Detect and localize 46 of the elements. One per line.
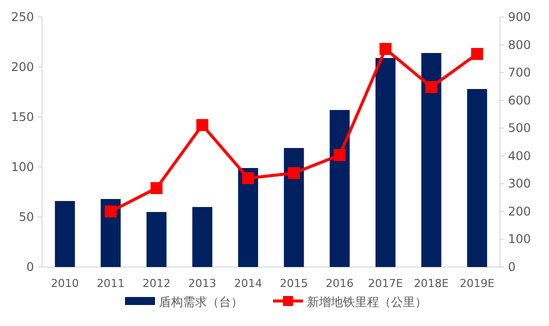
legend-label: 新增地铁里程（公里） bbox=[307, 295, 427, 309]
point bbox=[380, 42, 392, 55]
y-tick-label: 150 bbox=[11, 110, 34, 124]
y2-tick-label: 0 bbox=[508, 260, 516, 274]
bar bbox=[284, 148, 304, 267]
y2-tick-label: 300 bbox=[508, 176, 531, 191]
y-tick-label: 200 bbox=[11, 60, 34, 74]
y-tick-label: 0 bbox=[26, 260, 34, 274]
x-tick-label: 2018E bbox=[414, 277, 449, 290]
bar bbox=[146, 212, 166, 267]
x-tick-label: 2012 bbox=[142, 277, 170, 290]
bar bbox=[330, 110, 350, 267]
bar bbox=[467, 89, 488, 267]
y2-tick-label: 800 bbox=[508, 38, 531, 52]
y2-tick-label: 600 bbox=[508, 93, 531, 108]
y2-tick-label: 200 bbox=[508, 204, 531, 218]
legend-label: 盾构需求（台） bbox=[159, 295, 243, 309]
x-tick-label: 2015 bbox=[280, 277, 308, 290]
point bbox=[242, 172, 254, 184]
point bbox=[334, 149, 346, 162]
y2-tick-label: 400 bbox=[508, 148, 531, 163]
point bbox=[288, 167, 300, 180]
bar bbox=[54, 201, 75, 267]
y-tick-label: 250 bbox=[11, 10, 34, 24]
y2-tick-label: 500 bbox=[508, 121, 531, 136]
x-tick-label: 2016 bbox=[326, 277, 354, 290]
x-tick-label: 2010 bbox=[50, 277, 79, 290]
x-tick-label: 2019E bbox=[460, 277, 495, 290]
x-tick-label: 2011 bbox=[96, 277, 125, 290]
bar bbox=[238, 168, 258, 267]
y2-tick-label: 700 bbox=[508, 66, 531, 80]
point bbox=[150, 182, 162, 194]
y2-tick-label: 100 bbox=[508, 232, 531, 246]
y-tick-label: 50 bbox=[18, 210, 34, 224]
y-tick-label: 100 bbox=[11, 160, 34, 174]
bar bbox=[192, 207, 212, 267]
y2-tick-label: 900 bbox=[508, 10, 531, 24]
point bbox=[471, 48, 484, 60]
bar bbox=[376, 58, 396, 267]
bar bbox=[421, 53, 442, 267]
point bbox=[425, 81, 438, 93]
point bbox=[104, 205, 117, 218]
point bbox=[196, 119, 208, 132]
x-tick-label: 2017E bbox=[368, 277, 404, 290]
x-tick-label: 2013 bbox=[188, 277, 216, 290]
x-tick-label: 2014 bbox=[234, 277, 262, 290]
